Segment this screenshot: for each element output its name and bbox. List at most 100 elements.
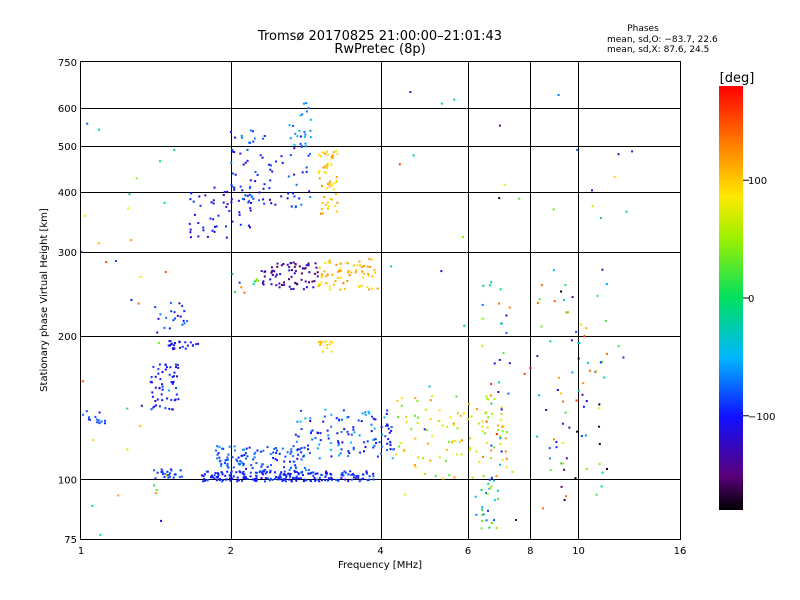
data-point [305, 170, 308, 173]
data-point [595, 370, 598, 373]
data-point [242, 475, 245, 478]
data-point [158, 405, 161, 408]
y-tick-label: 300 [58, 248, 77, 259]
data-point [542, 507, 545, 510]
data-point [294, 263, 297, 265]
data-point [231, 150, 234, 153]
data-point [298, 448, 301, 451]
data-point [310, 472, 313, 475]
data-point [307, 469, 310, 471]
data-point [297, 453, 299, 456]
data-point [114, 260, 117, 262]
data-point [290, 288, 293, 291]
data-point [347, 271, 350, 274]
data-point [279, 273, 282, 276]
data-point [363, 441, 365, 444]
data-point [352, 476, 355, 479]
data-point [338, 269, 341, 272]
data-point [339, 276, 342, 279]
data-point [279, 476, 282, 479]
data-point [234, 173, 237, 176]
data-point [163, 326, 166, 329]
data-point [508, 362, 511, 365]
data-point [243, 473, 246, 476]
data-point [318, 153, 321, 156]
data-point [229, 477, 231, 480]
data-point [237, 462, 240, 465]
data-point [281, 480, 284, 483]
data-point [357, 419, 360, 422]
data-point [332, 151, 335, 154]
data-point [171, 382, 174, 385]
data-point [276, 449, 278, 452]
data-point [459, 414, 462, 417]
x-tick-label: 2 [228, 546, 234, 557]
data-point [290, 262, 293, 264]
data-point [312, 474, 315, 477]
data-point [307, 106, 310, 109]
data-point [431, 435, 434, 438]
data-point [323, 152, 326, 155]
data-point [246, 159, 249, 162]
data-point [254, 171, 257, 173]
data-point [327, 205, 330, 208]
data-point [485, 395, 488, 398]
data-point [582, 382, 585, 385]
data-point [256, 449, 259, 452]
data-point [441, 424, 444, 427]
data-point [364, 411, 367, 414]
data-point [560, 290, 563, 293]
data-point [360, 478, 363, 481]
data-point [497, 429, 500, 432]
data-point [570, 339, 573, 342]
data-point [493, 446, 496, 449]
data-point [85, 410, 88, 413]
data-point [340, 430, 343, 433]
data-point [540, 284, 543, 287]
data-point [140, 404, 143, 407]
data-point [600, 485, 603, 488]
data-point [498, 124, 501, 127]
data-point [480, 527, 483, 530]
data-point [386, 442, 389, 445]
data-point [240, 286, 243, 289]
data-point [289, 460, 291, 463]
data-point [372, 478, 375, 481]
data-point [429, 459, 432, 462]
data-point [324, 479, 327, 482]
data-point [571, 371, 574, 374]
data-point [478, 461, 481, 463]
data-point [606, 468, 608, 470]
data-point [314, 437, 317, 439]
data-point [258, 199, 260, 202]
data-point [217, 474, 220, 476]
data-point [288, 124, 291, 127]
data-point [414, 397, 417, 399]
data-point [294, 471, 297, 474]
data-point [347, 455, 350, 458]
data-point [230, 201, 233, 204]
data-point [292, 476, 295, 479]
data-point [297, 477, 300, 480]
data-point [165, 316, 168, 319]
data-point [603, 376, 606, 379]
data-point [315, 266, 318, 269]
data-point [276, 262, 279, 265]
data-point [202, 226, 205, 229]
data-point [451, 440, 454, 443]
data-point [259, 154, 262, 157]
data-point [596, 294, 599, 297]
data-point [248, 193, 251, 196]
data-point [217, 476, 219, 479]
data-point [398, 445, 401, 448]
data-point [428, 385, 431, 388]
data-point [260, 270, 263, 272]
data-point [235, 458, 238, 461]
data-point [350, 478, 353, 481]
data-point [311, 280, 314, 283]
data-point [305, 479, 308, 482]
data-point [251, 478, 254, 481]
data-point [324, 203, 327, 206]
data-point [373, 427, 376, 430]
data-point [269, 198, 271, 201]
